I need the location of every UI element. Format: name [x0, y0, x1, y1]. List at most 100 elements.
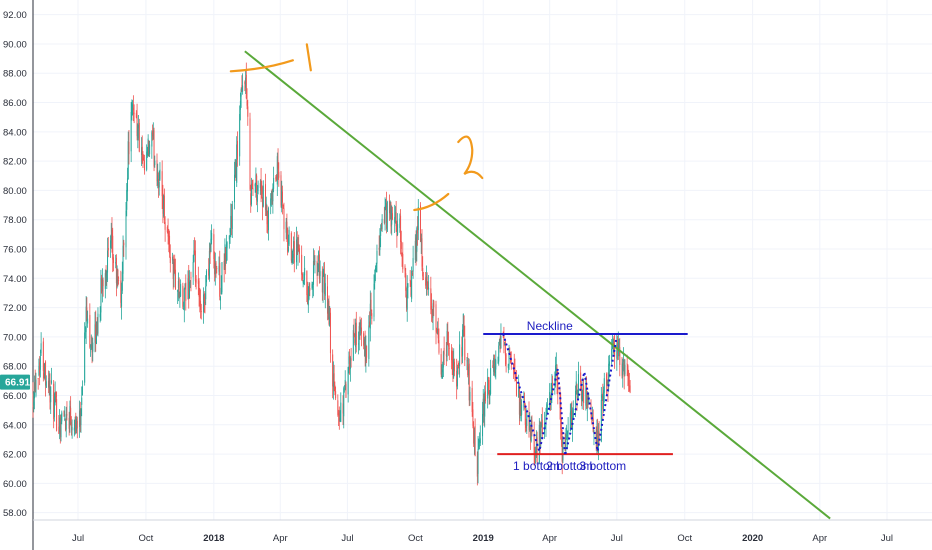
candle-body — [179, 296, 181, 298]
candle-body — [89, 314, 91, 348]
candle-body — [354, 338, 356, 344]
candle-body — [316, 261, 318, 276]
candle-body — [138, 124, 140, 129]
candle-body — [473, 426, 475, 444]
candle-body — [66, 414, 68, 416]
candle-body — [412, 258, 414, 272]
candle-body — [415, 237, 417, 253]
candle-body — [143, 160, 145, 171]
x-tick-label: Jul — [341, 533, 353, 544]
candle-body — [544, 425, 546, 428]
candle-body — [143, 157, 145, 161]
candle-body — [135, 112, 137, 118]
candle-body — [545, 414, 547, 426]
candle-body — [172, 256, 173, 261]
candle-body — [561, 438, 563, 462]
candle-body — [59, 417, 61, 435]
candle-body — [588, 399, 590, 404]
candle-body — [560, 404, 562, 430]
candle-body — [265, 184, 266, 210]
candle-body — [335, 391, 337, 399]
candle-body — [386, 203, 388, 229]
candle-body — [487, 377, 489, 399]
candle-body — [278, 171, 280, 178]
candle-body — [312, 261, 314, 285]
candle-body — [426, 276, 428, 286]
candle-body — [577, 374, 579, 394]
candle-body — [533, 434, 535, 455]
candle-body — [287, 247, 289, 252]
candle-body — [281, 189, 283, 209]
candle-body — [241, 85, 243, 90]
candle-body — [566, 431, 568, 438]
candle-body — [495, 359, 497, 370]
candle-body — [95, 323, 97, 344]
candle-body — [104, 273, 106, 289]
candle-body — [132, 104, 134, 107]
candle-body — [526, 410, 528, 427]
x-tick-label: Oct — [408, 533, 423, 544]
candle-body — [69, 406, 71, 425]
y-tick-label: 58.00 — [3, 508, 27, 519]
handwritten-mark-2 — [457, 135, 484, 180]
candle-body — [622, 362, 624, 375]
candle-body — [99, 314, 101, 318]
candle-body — [275, 176, 277, 180]
candle-body — [153, 130, 155, 167]
candle-body — [386, 201, 388, 232]
candle-body — [146, 151, 148, 170]
bottom-label-2: 2 bottom — [546, 459, 593, 473]
candle-body — [482, 414, 483, 437]
candle-body — [384, 205, 386, 223]
candle-body — [448, 347, 450, 349]
candle-body — [107, 250, 109, 273]
candle-body — [290, 233, 292, 261]
candle-body — [510, 359, 512, 362]
candle-body — [293, 241, 295, 252]
candle-body — [445, 354, 447, 356]
candle-body — [319, 271, 321, 277]
candle-body — [219, 262, 221, 297]
y-tick-label: 68.00 — [3, 362, 27, 373]
candle-body — [586, 385, 588, 409]
candle-body — [472, 409, 474, 426]
candle-body — [321, 271, 323, 293]
candle-body — [582, 388, 584, 396]
candle-body — [457, 364, 459, 366]
candle-body — [255, 174, 257, 186]
candle-body — [231, 216, 233, 228]
candle-body — [364, 341, 366, 357]
handwritten-mark-1 — [305, 43, 312, 72]
candle-body — [68, 417, 70, 429]
candle-body — [374, 268, 376, 272]
candle-body — [226, 242, 228, 249]
candle-body — [587, 393, 589, 400]
candle-body — [349, 357, 351, 370]
candle-body — [296, 239, 297, 263]
candle-body — [59, 417, 61, 432]
candle-body — [187, 278, 189, 299]
candle-body — [355, 322, 357, 345]
candle-body — [245, 74, 247, 99]
candle-body — [45, 381, 47, 388]
candle-body — [288, 230, 290, 245]
candle-body — [451, 350, 452, 361]
candle-body — [131, 105, 133, 116]
candle-body — [228, 235, 230, 240]
candle-body — [332, 374, 334, 388]
candle-body — [539, 428, 541, 442]
candle-body — [236, 140, 238, 160]
candle-body — [159, 169, 161, 180]
candle-body — [111, 229, 113, 241]
handwritten-peak-1-stroke — [229, 59, 294, 73]
candle-body — [383, 219, 385, 224]
candle-body — [189, 281, 191, 283]
candle-body — [152, 134, 154, 136]
candle-body — [503, 334, 505, 347]
candle-body — [270, 198, 272, 206]
candle-body — [375, 265, 377, 268]
candle-body — [492, 365, 494, 368]
candle-body — [440, 354, 442, 375]
candle-body — [494, 365, 496, 373]
